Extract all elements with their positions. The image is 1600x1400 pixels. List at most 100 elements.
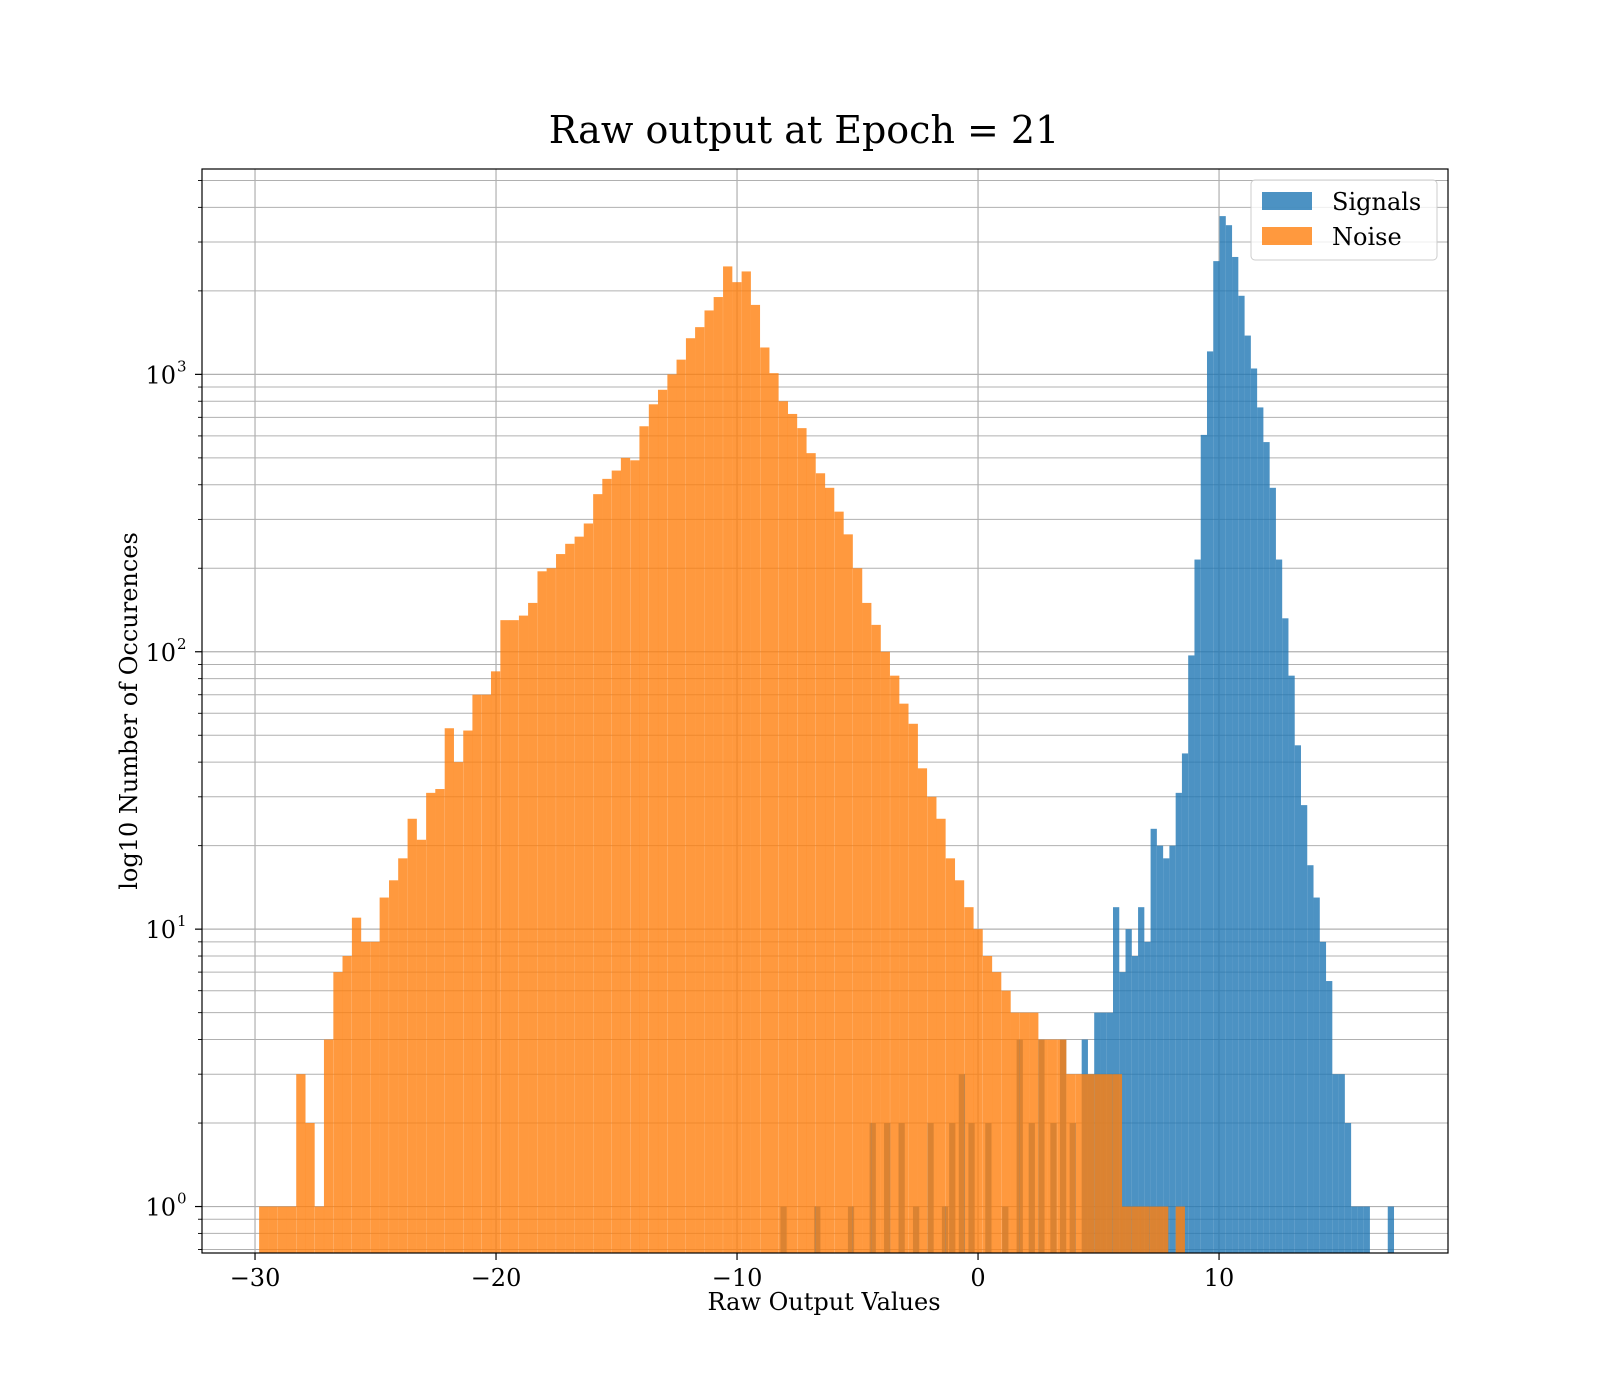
y-tick-label: 10 <box>145 916 176 944</box>
bar-signals <box>1363 1206 1370 1253</box>
bar-noise <box>370 941 380 1253</box>
bar-signals <box>1188 655 1195 1253</box>
bar-noise <box>268 1206 278 1253</box>
bar-noise <box>1038 1039 1048 1253</box>
bar-noise <box>630 460 640 1253</box>
bar-noise <box>602 478 612 1253</box>
bar-signals <box>1257 407 1264 1253</box>
bar-noise <box>593 494 603 1253</box>
bar-noise <box>862 602 872 1253</box>
bar-noise <box>713 297 723 1254</box>
bar-noise <box>389 880 399 1253</box>
x-axis-label: Raw Output Values <box>707 1288 940 1316</box>
bar-signals <box>1263 442 1270 1254</box>
bar-noise <box>871 624 881 1253</box>
chart-title: Raw output at Epoch = 21 <box>549 108 1060 152</box>
bar-signals <box>1319 941 1327 1253</box>
bar-noise <box>1010 1012 1020 1253</box>
bar-noise <box>676 359 686 1253</box>
bar-signals <box>1163 858 1170 1253</box>
bar-signals <box>1131 956 1139 1253</box>
bar-signals <box>1294 745 1301 1253</box>
bar-signals <box>1282 618 1289 1253</box>
bar-noise <box>936 818 946 1253</box>
bar-noise <box>351 917 362 1253</box>
bar-noise <box>286 1206 297 1253</box>
bar-noise <box>1019 1012 1030 1253</box>
bar-noise <box>1047 1039 1057 1253</box>
y-tick-exponent: 2 <box>177 635 187 653</box>
bar-noise <box>379 897 389 1253</box>
bar-noise <box>518 615 529 1253</box>
bar-noise <box>398 858 408 1253</box>
bar-noise <box>1131 1206 1141 1253</box>
bar-signals <box>1169 845 1176 1253</box>
bar-noise <box>546 568 556 1253</box>
bar-signals <box>1213 261 1220 1253</box>
bar-signals <box>1351 1206 1358 1253</box>
bar-noise <box>1075 1074 1085 1253</box>
y-tick-label: 10 <box>145 361 176 389</box>
bar-noise <box>1112 1074 1123 1253</box>
bar-signals <box>1194 559 1201 1253</box>
y-tick-label: 10 <box>145 1194 176 1222</box>
bar-noise <box>481 694 492 1253</box>
bar-signals <box>1244 335 1251 1253</box>
bar-noise <box>639 426 649 1254</box>
y-tick-exponent: 1 <box>177 912 187 930</box>
bar-signals <box>1269 487 1276 1253</box>
bar-noise <box>852 568 863 1253</box>
bar-signals <box>1232 256 1239 1253</box>
bar-signals <box>1138 907 1145 1253</box>
bar-noise <box>259 1206 269 1253</box>
bar-noise <box>750 304 761 1253</box>
legend-label-noise: Noise <box>1332 223 1402 251</box>
bar-noise <box>1057 1039 1067 1253</box>
bar-noise <box>1094 1074 1104 1253</box>
bar-signals <box>1307 865 1314 1253</box>
bar-noise <box>815 473 826 1254</box>
bar-noise <box>843 534 853 1253</box>
bar-noise <box>806 453 816 1253</box>
series-noise <box>259 266 1185 1254</box>
bar-noise <box>760 347 770 1253</box>
bar-noise <box>667 374 677 1254</box>
bar-noise <box>704 310 714 1253</box>
bar-signals <box>1338 1074 1345 1253</box>
bar-signals <box>1150 828 1157 1253</box>
bar-signals <box>1125 929 1132 1253</box>
bar-noise <box>778 401 789 1253</box>
bar-signals <box>1175 792 1182 1253</box>
bar-noise <box>657 389 668 1253</box>
bar-noise <box>973 929 983 1253</box>
plot-frame <box>201 168 1449 1254</box>
bar-signals <box>1219 216 1226 1253</box>
bar-noise <box>769 373 779 1253</box>
bar-signals <box>1144 941 1151 1253</box>
bar-noise <box>556 554 566 1253</box>
bar-noise <box>741 271 751 1253</box>
bar-noise <box>982 956 993 1253</box>
bar-noise <box>490 671 501 1253</box>
x-tick-label: 0 <box>970 1264 985 1292</box>
y-tick-exponent: 0 <box>177 1190 187 1208</box>
bar-noise <box>787 413 798 1253</box>
bar-noise <box>296 1074 306 1253</box>
bar-noise <box>342 956 352 1253</box>
bar-noise <box>1159 1206 1169 1253</box>
bar-noise <box>583 523 594 1253</box>
bar-noise <box>1001 990 1011 1253</box>
bar-noise <box>732 282 742 1253</box>
legend-swatch-noise <box>1262 227 1312 245</box>
bar-noise <box>917 768 928 1253</box>
bar-signals <box>1250 368 1258 1253</box>
x-tick-label: −30 <box>230 1264 281 1292</box>
bar-signals <box>1181 753 1189 1253</box>
bar-noise <box>954 880 965 1253</box>
bar-signals <box>1344 1123 1352 1253</box>
bar-signals <box>1313 897 1320 1253</box>
legend: Signals Noise <box>1250 179 1438 261</box>
bar-noise <box>695 327 705 1253</box>
